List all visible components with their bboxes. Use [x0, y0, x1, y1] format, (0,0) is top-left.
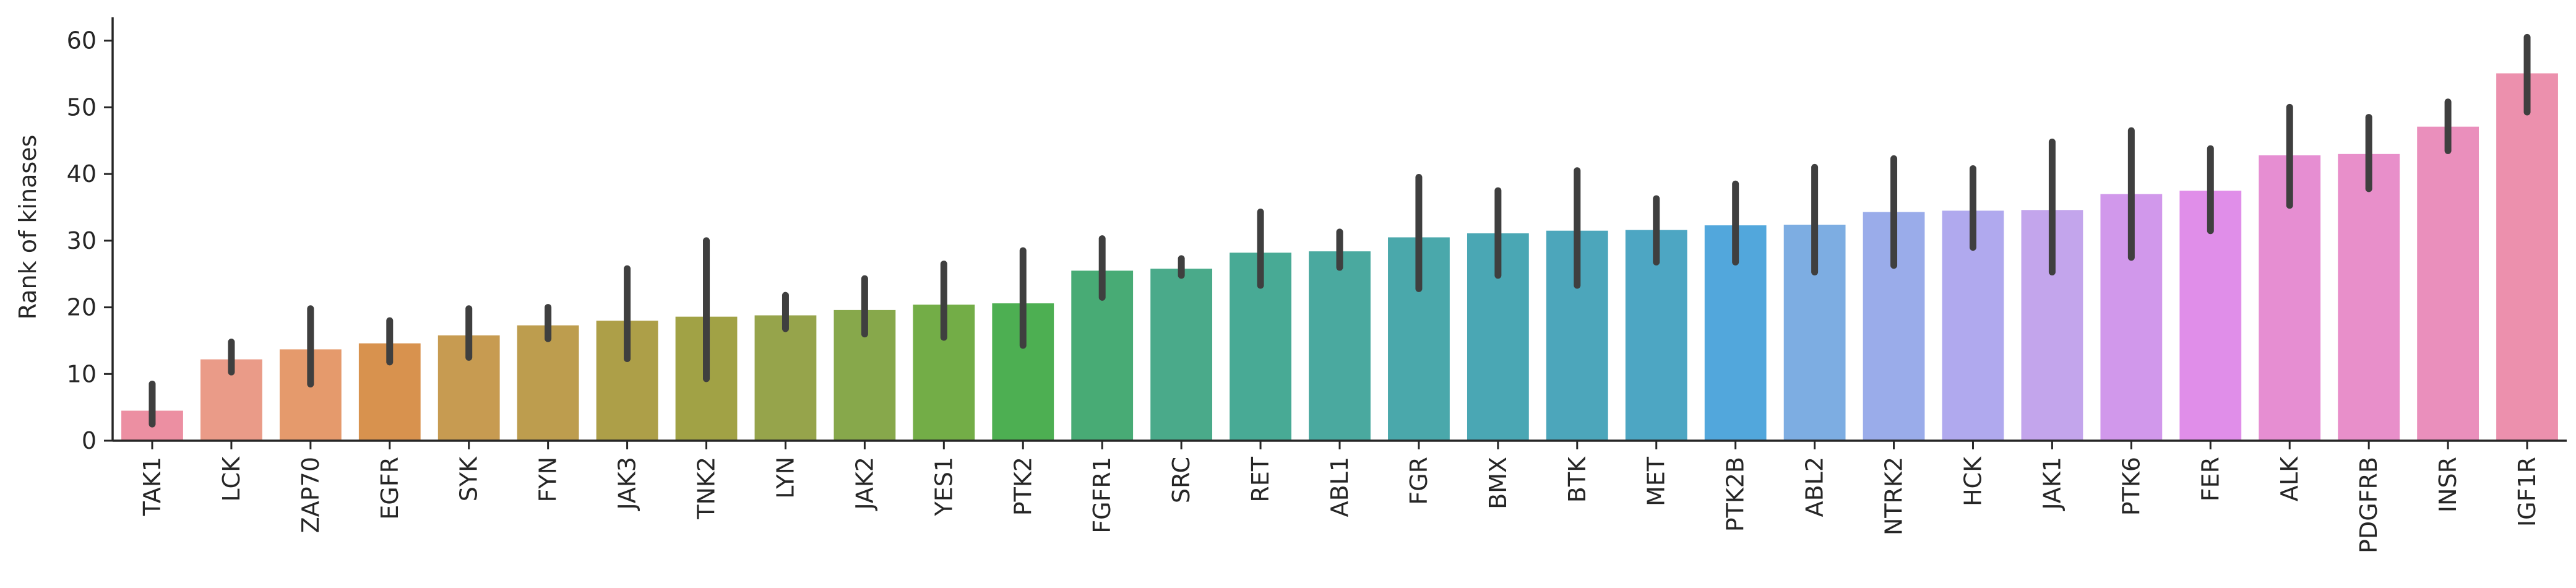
x-tick-label: FYN — [535, 457, 562, 503]
x-tick-label: JAK1 — [2038, 457, 2066, 511]
x-tick-label: PTK2 — [1009, 457, 1036, 516]
bar-fyn — [517, 325, 579, 441]
error-bars-group — [149, 33, 2531, 428]
y-axis-title: Rank of kinases — [14, 135, 41, 320]
bar-igf1r — [2496, 73, 2558, 441]
x-tick-label: INSR — [2434, 457, 2462, 512]
x-tick-label: ZAP70 — [297, 457, 324, 533]
x-tick-label: IGF1R — [2514, 457, 2541, 527]
y-tick-label: 0 — [82, 427, 97, 454]
bar-insr — [2417, 126, 2479, 441]
x-tick-label: JAK3 — [614, 457, 641, 511]
x-tick-label: LCK — [218, 456, 245, 502]
x-tick-label: PDGFRB — [2355, 457, 2382, 553]
bar-abl1 — [1309, 251, 1371, 441]
bar-lyn — [754, 315, 817, 441]
bar-pdgfrb — [2338, 153, 2400, 441]
x-axis: TAK1 LCK ZAP70 EGFR SYK FYN JAK3 TNK2 LYN JAK2 YES… — [113, 439, 2567, 553]
x-tick-label: RET — [1247, 456, 1274, 502]
x-tick-label: ABL2 — [1801, 457, 1829, 517]
x-tick-label: FGFR1 — [1088, 457, 1116, 534]
x-tick-label: ABL1 — [1326, 457, 1353, 517]
x-tick-label: PTK6 — [2117, 457, 2145, 516]
y-tick-label: 30 — [67, 227, 97, 254]
x-tick-label: SYK — [455, 456, 483, 501]
x-tick-label: ALK — [2276, 456, 2303, 501]
x-tick-label: FGR — [1405, 457, 1432, 505]
bars-group — [121, 73, 2558, 441]
x-tick-label: JAK2 — [851, 457, 878, 511]
x-tick-label: BTK — [1564, 456, 1591, 503]
y-tick-label: 50 — [67, 93, 97, 121]
x-tick-label: BMX — [1484, 457, 1512, 509]
x-tick-label: LYN — [772, 457, 799, 499]
x-tick-label: PTK2B — [1722, 457, 1749, 532]
x-tick-label: FER — [2197, 457, 2224, 501]
x-tick-label: SRC — [1168, 457, 1195, 503]
y-tick-label: 10 — [67, 360, 97, 387]
x-tick-label: EGFR — [376, 457, 403, 520]
bar-src — [1150, 269, 1213, 441]
x-tick-label: MET — [1643, 456, 1670, 506]
y-tick-label: 20 — [67, 294, 97, 321]
y-axis: 0 10 20 30 40 50 60 — [67, 17, 114, 454]
x-tick-label: NTRK2 — [1880, 457, 1908, 535]
y-tick-label: 60 — [67, 27, 97, 54]
x-tick-label: HCK — [1959, 456, 1986, 506]
y-tick-label: 40 — [67, 160, 97, 188]
x-tick-label: TNK2 — [693, 457, 720, 520]
x-tick-label: TAK1 — [139, 457, 166, 516]
x-tick-label: YES1 — [930, 457, 957, 517]
